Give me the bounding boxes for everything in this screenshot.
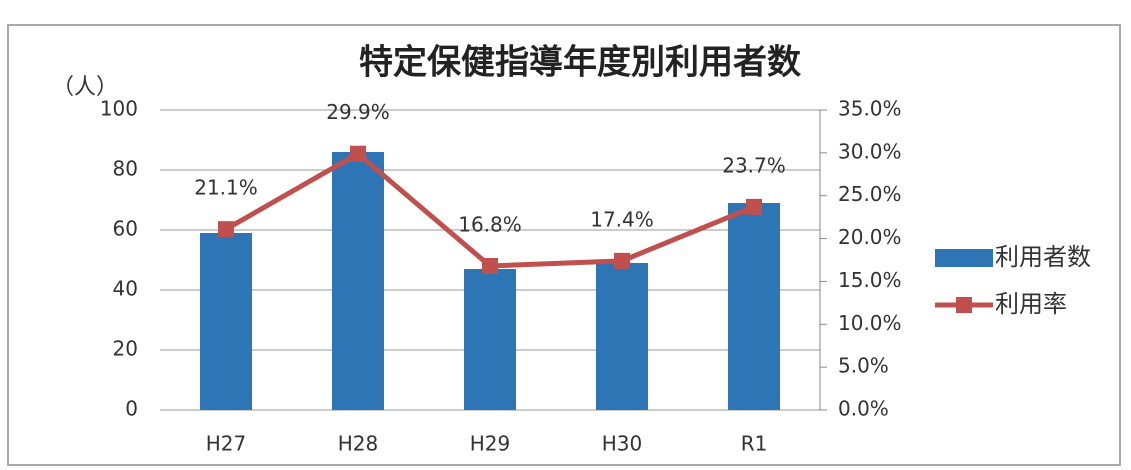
marker	[218, 221, 234, 238]
marker	[482, 258, 498, 274]
y-tick-label: 40	[113, 277, 138, 301]
marker	[350, 145, 366, 162]
y2-tick-label: 35.0%	[838, 97, 902, 121]
data-label: 29.9%	[326, 100, 390, 124]
y-tick-label: 60	[113, 217, 138, 241]
marker	[614, 252, 630, 269]
bar	[332, 152, 384, 410]
data-label: 16.8%	[458, 213, 522, 237]
y-axis-label: （人）	[52, 75, 118, 100]
x-tick-label: R1	[741, 432, 768, 456]
y2-tick-label: 15.0%	[838, 268, 902, 292]
bar	[464, 269, 516, 410]
x-tick-label: H28	[338, 432, 379, 456]
x-tick-label: H30	[602, 432, 643, 456]
marker	[746, 198, 762, 215]
y2-tick-label: 0.0%	[838, 397, 889, 421]
legend-label: 利用者数	[995, 243, 1091, 271]
bar	[728, 203, 780, 410]
data-label: 23.7%	[722, 153, 786, 177]
bar	[596, 263, 648, 410]
y-tick-label: 100	[100, 97, 138, 121]
data-label: 17.4%	[590, 207, 654, 231]
y2-tick-label: 30.0%	[838, 139, 902, 163]
y-tick-label: 20	[113, 337, 138, 361]
data-label: 21.1%	[194, 176, 258, 200]
y2-tick-label: 10.0%	[838, 311, 902, 335]
legend-swatch	[956, 297, 972, 313]
y2-tick-label: 20.0%	[838, 225, 902, 249]
y2-tick-label: 5.0%	[838, 354, 889, 378]
chart-frame	[7, 24, 1121, 466]
y-tick-label: 80	[113, 157, 138, 181]
y2-tick-label: 25.0%	[838, 182, 902, 206]
legend-swatch	[935, 249, 993, 267]
chart-title: 特定保健指導年度別利用者数	[359, 43, 801, 83]
x-tick-label: H27	[206, 432, 247, 456]
y-tick-label: 0	[125, 397, 138, 421]
bar	[200, 233, 252, 410]
legend-label: 利用率	[995, 290, 1067, 318]
x-tick-label: H29	[470, 432, 511, 456]
